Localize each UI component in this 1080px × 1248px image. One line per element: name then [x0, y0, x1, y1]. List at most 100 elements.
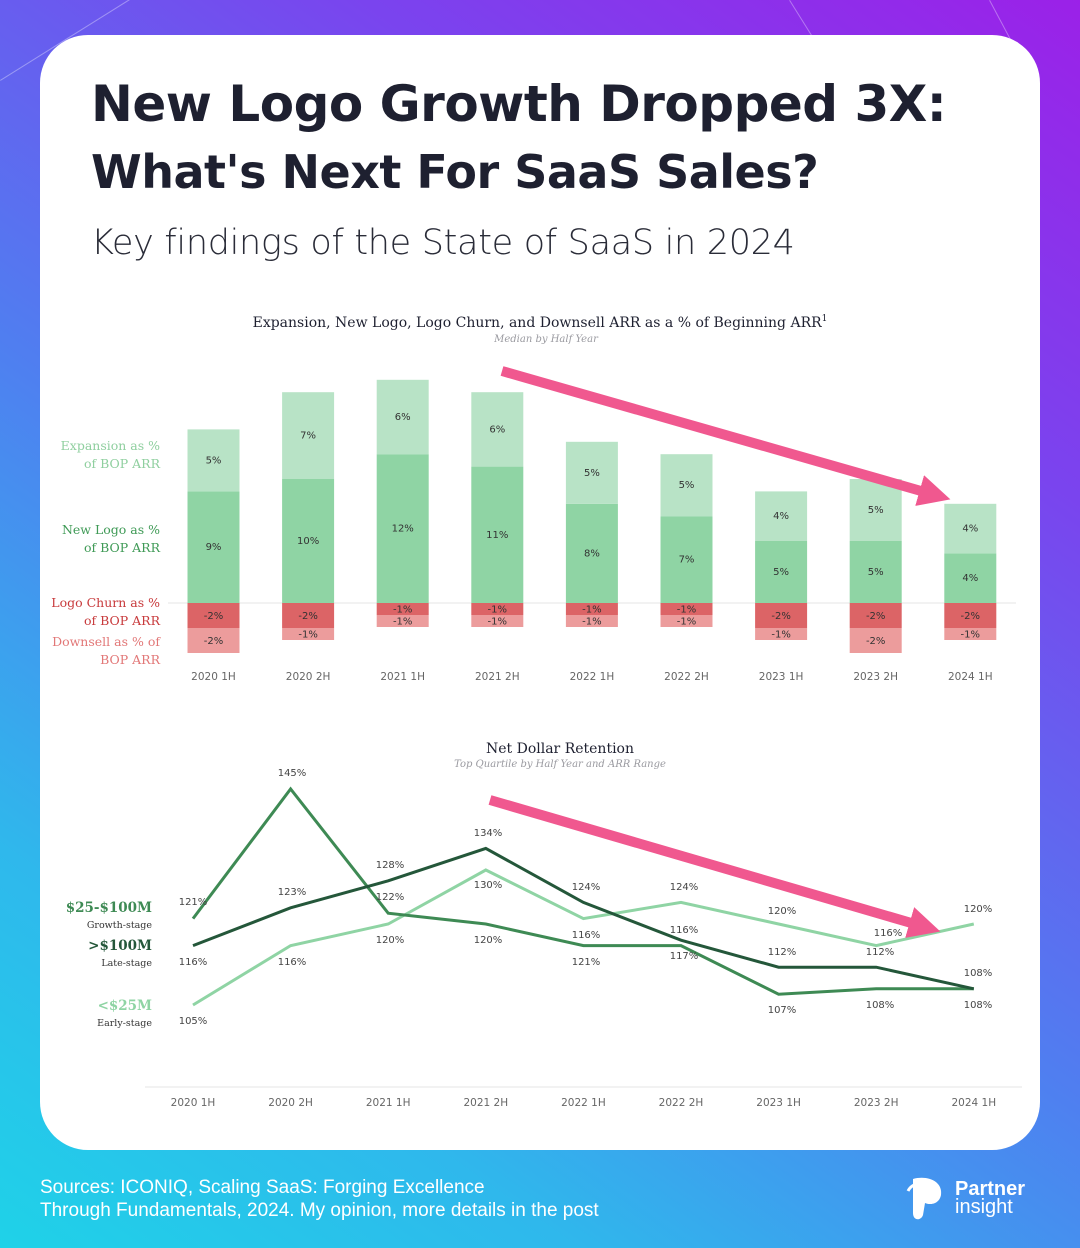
line-legend-label: $25-$100M — [66, 900, 152, 916]
line-data-label: 116% — [572, 930, 601, 941]
line-data-label: 121% — [572, 957, 601, 968]
bar-data-label: 4% — [962, 524, 978, 535]
bar-logo-churn — [471, 603, 524, 615]
bar-expansion — [660, 454, 713, 517]
bar-downsell — [755, 628, 808, 640]
line-data-label: 112% — [866, 947, 895, 958]
line-x-tick-label: 2022 2H — [659, 1097, 704, 1109]
bar-data-label: -1% — [393, 617, 412, 628]
line-trend-arrow — [488, 795, 941, 938]
bar-data-label: 5% — [206, 455, 222, 466]
bar-data-label: -2% — [298, 611, 317, 622]
bar-data-label: 8% — [584, 548, 600, 559]
sources-line-2: Through Fundamentals, 2024. My opinion, … — [40, 1200, 599, 1221]
line-data-label: 116% — [179, 957, 208, 968]
line-data-label: 120% — [964, 904, 993, 915]
bar-new-logo — [660, 516, 713, 603]
line-data-label: 120% — [474, 935, 503, 946]
bar-x-tick-label: 2020 2H — [286, 671, 331, 683]
line-data-label: 105% — [179, 1016, 208, 1027]
bar-downsell — [565, 615, 618, 627]
bar-legend-label: New Logo as % — [62, 522, 160, 537]
bar-data-label: 5% — [679, 480, 695, 491]
line-data-label: 145% — [278, 768, 307, 779]
bar-data-label: 5% — [584, 468, 600, 479]
bar-data-label: 6% — [395, 412, 411, 423]
bar-logo-churn — [755, 603, 808, 628]
page-title-secondary: What's Next For SaaS Sales? — [91, 145, 819, 199]
line-series — [192, 868, 975, 1007]
bar-x-tick-label: 2021 1H — [380, 671, 425, 683]
bar-expansion — [849, 479, 902, 541]
bar-expansion — [471, 392, 524, 467]
bar-chart-title: Expansion, New Logo, Logo Churn, and Dow… — [253, 314, 828, 331]
bar-data-label: 5% — [868, 567, 884, 578]
bar-data-label: 10% — [297, 536, 319, 547]
bar-data-label: -1% — [488, 605, 507, 616]
bar-data-label: -1% — [677, 605, 696, 616]
line-data-label: 108% — [964, 1000, 993, 1011]
bar-data-label: -2% — [204, 636, 223, 647]
brand-name-line-2: insight — [955, 1196, 1013, 1218]
bar-data-label: 6% — [489, 424, 505, 435]
line-legend-sublabel: Early-stage — [97, 1018, 152, 1029]
bar-logo-churn — [944, 603, 997, 628]
partner-insight-logo-icon — [906, 1177, 942, 1220]
bar-legend-label: of BOP ARR — [84, 456, 161, 471]
bar-data-label: 12% — [392, 524, 414, 535]
bar-data-label: 5% — [773, 567, 789, 578]
bar-data-label: -2% — [204, 611, 223, 622]
bar-new-logo — [471, 466, 524, 603]
bar-x-tick-label: 2020 1H — [191, 671, 236, 683]
line-x-tick-label: 2020 1H — [171, 1097, 216, 1109]
line-data-label: 124% — [572, 882, 601, 893]
line-data-label: 116% — [670, 925, 699, 936]
bar-new-logo — [187, 491, 240, 603]
line-data-label: 116% — [874, 928, 903, 939]
bar-new-logo — [755, 541, 808, 603]
bar-data-label: -2% — [771, 611, 790, 622]
line-data-label: 123% — [278, 887, 307, 898]
line-data-label: 108% — [964, 968, 993, 979]
bar-trend-arrow — [500, 366, 951, 506]
bar-data-label: 5% — [868, 505, 884, 516]
line-data-label: 130% — [474, 880, 503, 891]
line-data-label: 120% — [376, 935, 405, 946]
bar-expansion — [187, 429, 240, 492]
bar-data-label: -2% — [866, 636, 885, 647]
bar-data-label: 7% — [679, 555, 695, 566]
bar-data-label: 4% — [962, 573, 978, 584]
bar-downsell — [944, 628, 997, 640]
line-data-label: 112% — [768, 947, 797, 958]
bar-data-label: -1% — [393, 605, 412, 616]
line-data-label: 121% — [179, 897, 208, 908]
bar-new-logo — [849, 541, 902, 603]
bar-new-logo — [282, 479, 335, 603]
bar-chart-title-footnote: 1 — [822, 314, 828, 324]
bar-expansion — [755, 491, 808, 541]
bar-expansion — [944, 503, 997, 554]
line-x-tick-label: 2020 2H — [268, 1097, 313, 1109]
bar-downsell — [376, 615, 429, 627]
bar-legend-label: Expansion as % — [61, 438, 160, 453]
bar-new-logo — [944, 553, 997, 603]
bar-logo-churn — [376, 603, 429, 615]
line-series — [191, 786, 974, 996]
bar-x-tick-label: 2022 1H — [570, 671, 615, 683]
page-subtitle: Key findings of the State of SaaS in 202… — [91, 223, 795, 263]
line-data-label: 134% — [474, 828, 503, 839]
bar-data-label: 7% — [300, 431, 316, 442]
line-legend-sublabel: Growth-stage — [87, 920, 153, 931]
bar-data-label: 4% — [773, 511, 789, 522]
line-data-label: 128% — [376, 860, 405, 871]
bar-legend: Expansion as % of BOP ARR New Logo as % of … — [51, 438, 161, 667]
bar-legend-label: of BOP ARR — [84, 540, 161, 555]
bar-logo-churn — [660, 603, 713, 615]
bar-new-logo — [376, 454, 429, 603]
bar-x-tick-label: 2021 2H — [475, 671, 520, 683]
bar-expansion — [376, 379, 429, 455]
line-data-label: 120% — [768, 906, 797, 917]
bar-downsell — [471, 615, 524, 627]
line-x-tick-label: 2024 1H — [951, 1097, 996, 1109]
